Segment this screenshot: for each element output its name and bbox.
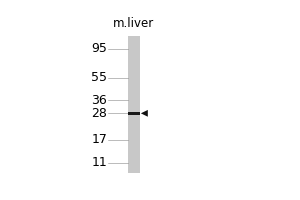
Bar	[128, 36, 140, 173]
Text: m.liver: m.liver	[113, 17, 154, 30]
Text: 95: 95	[92, 42, 107, 55]
Text: 11: 11	[92, 156, 107, 169]
Polygon shape	[141, 110, 148, 117]
Text: 55: 55	[91, 71, 107, 84]
Text: 36: 36	[92, 94, 107, 107]
Text: 17: 17	[92, 133, 107, 146]
Text: 28: 28	[92, 107, 107, 120]
Bar	[128, 112, 140, 115]
